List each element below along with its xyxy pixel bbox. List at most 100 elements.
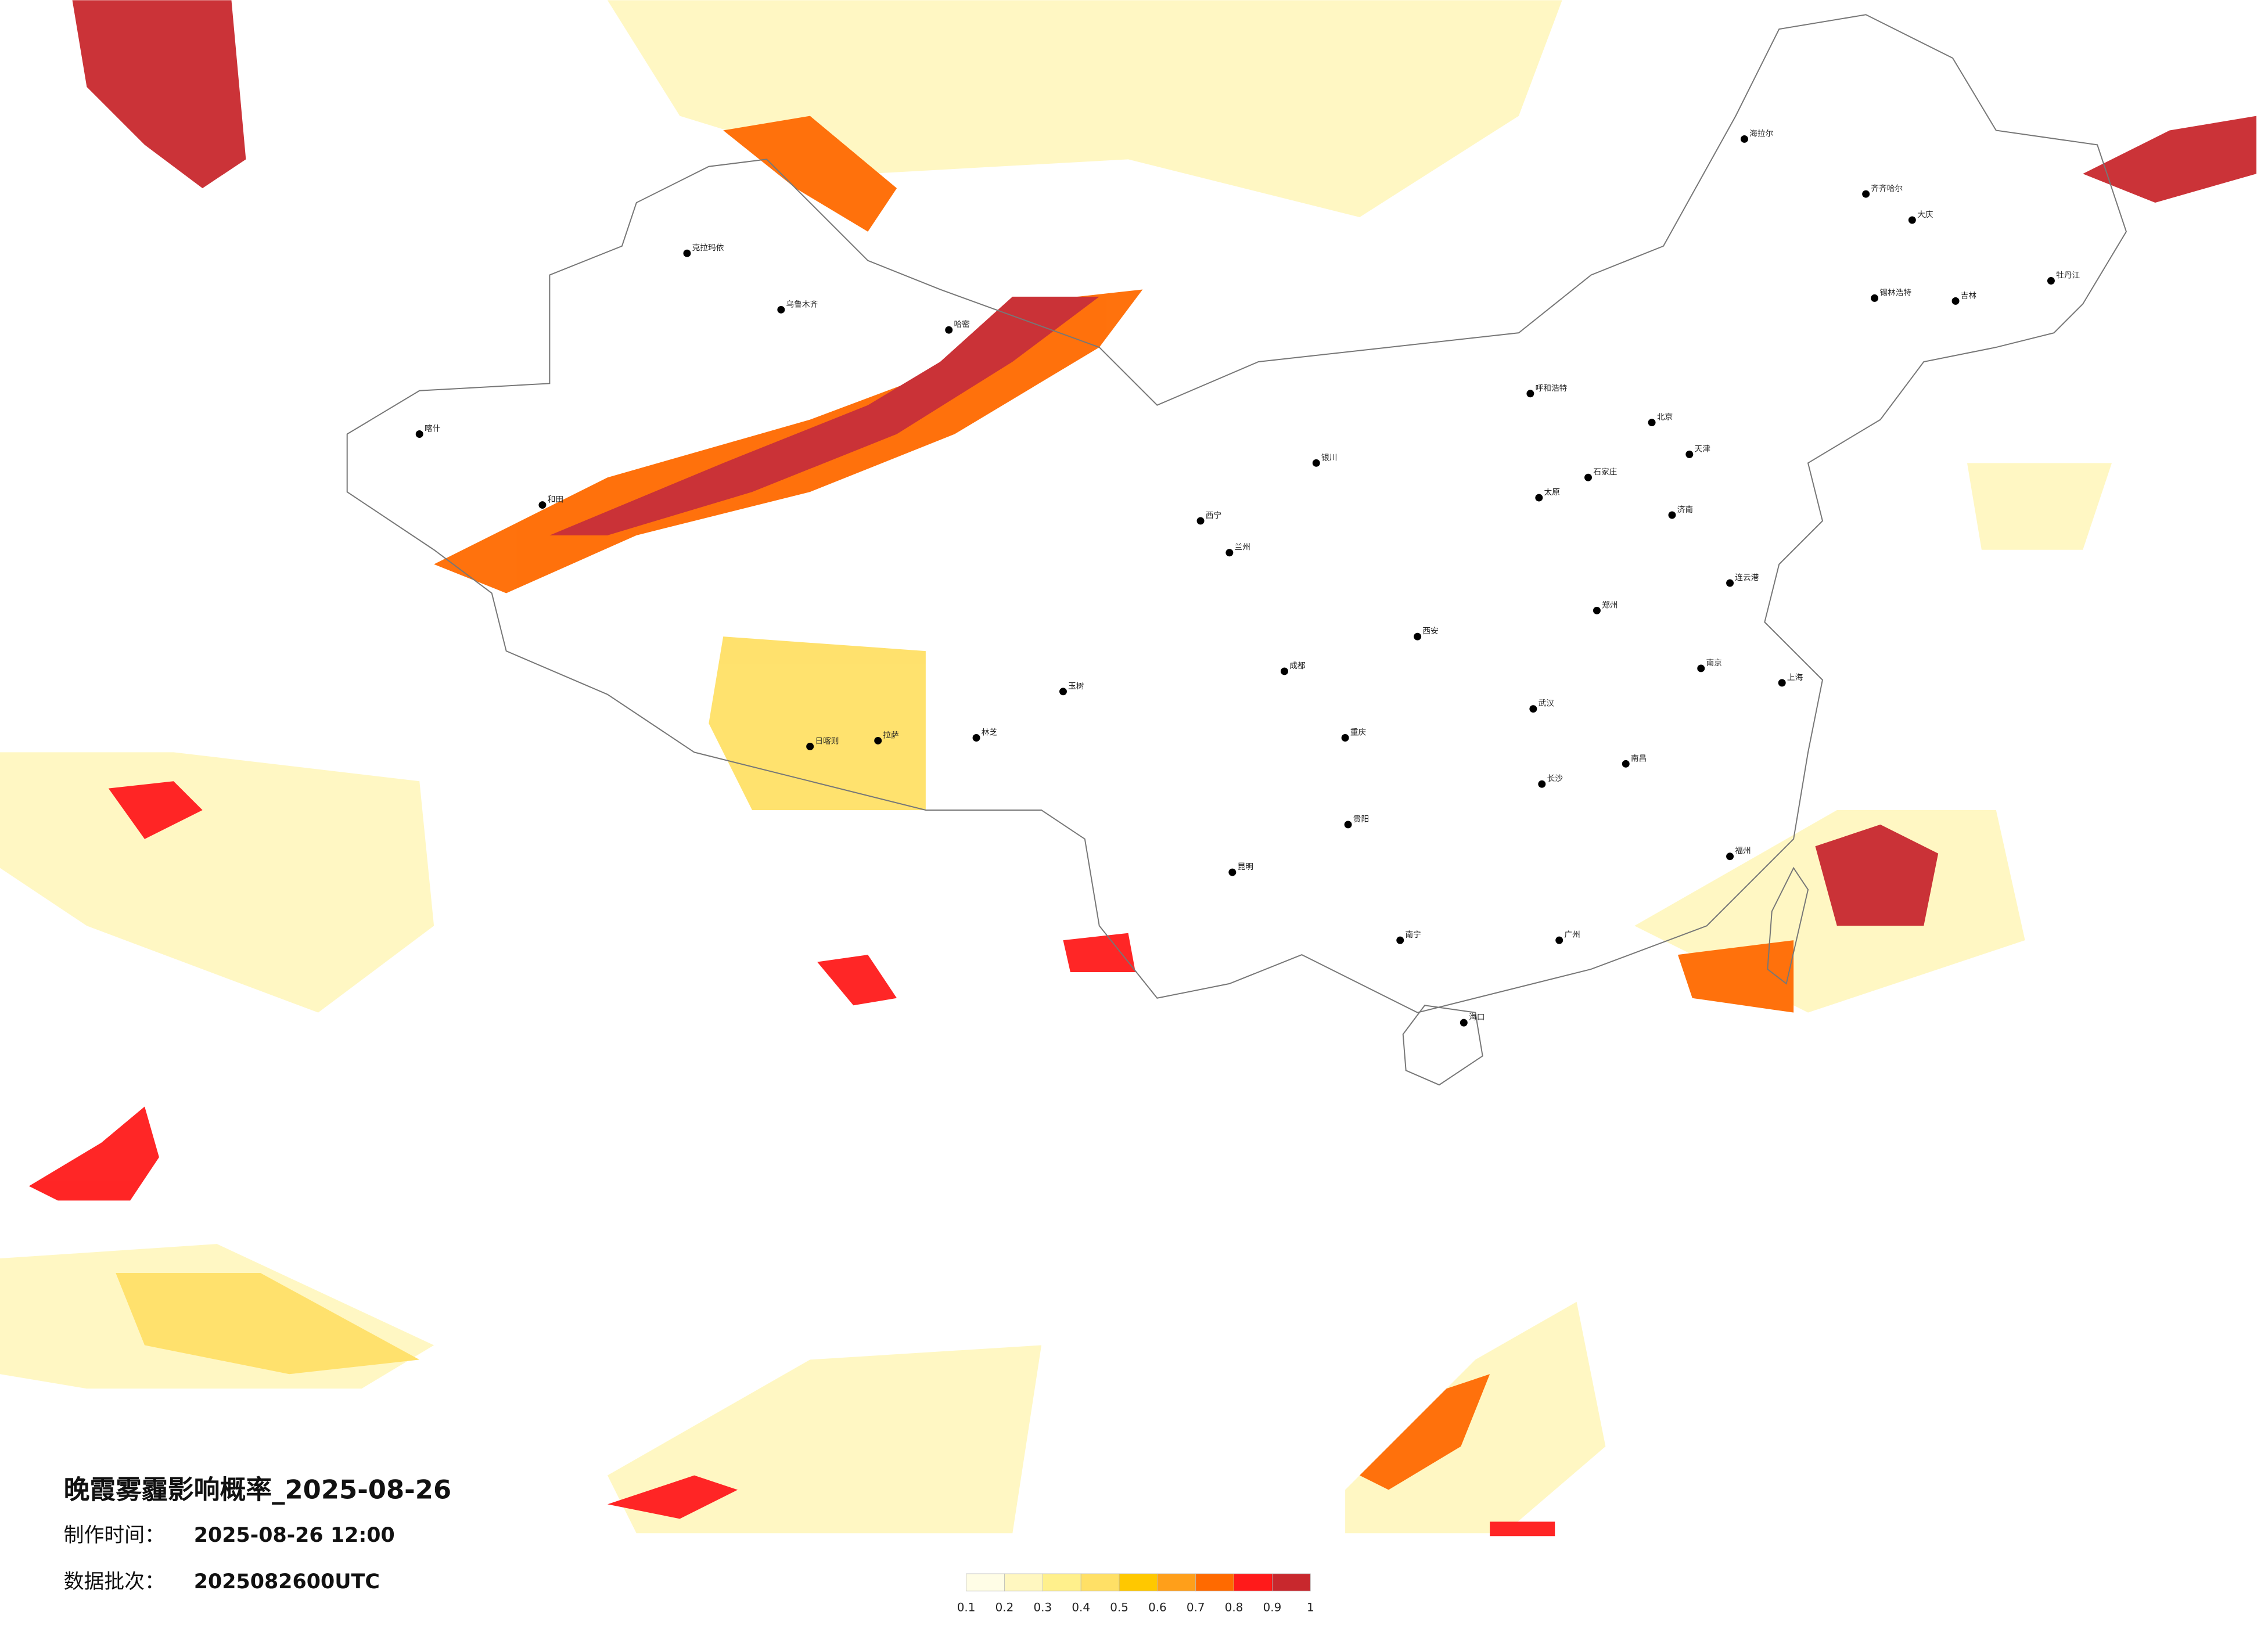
city-label: 吉林 [1961,291,1977,300]
city-dot [1648,419,1656,427]
city-label: 齐齐哈尔 [1871,184,1903,193]
city-dot [415,430,423,438]
city-label: 银川 [1321,453,1337,462]
legend-tick-label: 0.3 [1033,1601,1052,1614]
island [1767,866,1809,985]
city-dot [945,326,953,334]
city-label: 锡林浩特 [1879,288,1911,297]
city-label: 大庆 [1917,210,1933,220]
city-dot [1740,135,1748,143]
city-dot [1862,190,1870,198]
city-dot [1908,216,1916,224]
legend-tick-label: 0.2 [995,1601,1014,1614]
legend-tick-label: 1 [1307,1601,1314,1614]
haze-layer [0,0,2257,1537]
legend-tick-label: 0.1 [957,1601,976,1614]
legend: 0.1 0.2 0.3 0.4 0.5 0.6 0.7 0.8 0.9 1 [957,1573,1314,1614]
city-label: 拉萨 [883,731,898,740]
haze-area [1815,824,1939,926]
legend-swatch [1119,1573,1158,1592]
city-dot [2047,277,2055,285]
city-label: 昆明 [1238,862,1253,872]
city-label: 石家庄 [1593,467,1617,477]
city-label: 呼和浩特 [1536,384,1568,393]
city-dot [1697,664,1705,672]
city-dot [1341,734,1349,742]
city-label: 西宁 [1206,510,1221,520]
city-label: 天津 [1695,444,1711,454]
city-label: 牡丹江 [2056,271,2080,280]
haze-area [0,752,434,1013]
city-label: 连云港 [1735,573,1759,582]
city-label: 广州 [1564,930,1580,940]
city-dot [1059,688,1067,696]
city-label: 克拉玛依 [692,243,724,253]
haze-area [1345,1301,1606,1534]
city-dot [1281,667,1288,675]
city-label: 南宁 [1405,930,1421,940]
city-dot [1778,679,1786,687]
city-label: 太原 [1544,488,1560,497]
haze-area [817,955,897,1006]
city-dot [1225,549,1234,557]
city-label: 林芝 [982,728,998,738]
city-dot [1538,780,1546,788]
city-label: 西安 [1422,627,1438,636]
city-label: 福州 [1735,847,1751,856]
city-dot [538,501,547,509]
city-dot [1535,494,1543,502]
city-label: 海口 [1469,1013,1485,1022]
legend-tick-label: 0.8 [1225,1601,1243,1614]
city-dot [1726,852,1734,861]
haze-area [28,1106,159,1201]
city-dot [1584,473,1592,481]
city-label: 济南 [1677,505,1693,515]
legend-tick-label: 0.7 [1187,1601,1205,1614]
city-dot [1396,936,1404,944]
legend-tick-label: 0.4 [1072,1601,1090,1614]
city-dot [1871,294,1879,302]
haze-area [108,781,203,839]
legend-swatch [1004,1573,1043,1592]
city-dot [1344,821,1352,829]
city-label: 南京 [1706,659,1721,668]
city-dot [1593,606,1601,614]
info-label: 制作时间： [64,1524,165,1547]
haze-area [723,116,897,232]
city-label: 郑州 [1602,600,1618,610]
city-dot [1196,517,1205,525]
legend-swatch [1157,1573,1196,1592]
city-dot [1228,868,1237,876]
haze-area [1490,1521,1555,1537]
city-dot [1685,450,1694,458]
city-dot [1312,459,1320,467]
city-label: 贵阳 [1353,815,1369,824]
legend-swatch [1195,1573,1234,1592]
legend-tick-label: 0.6 [1148,1601,1167,1614]
haze-area [1360,1374,1490,1490]
city-dot [1951,297,1960,305]
info-value: 2025082600UTC [194,1570,380,1593]
city-dot [1726,579,1734,587]
country-outline [346,14,2127,1086]
legend-swatch [966,1573,1005,1592]
city-label: 长沙 [1547,774,1563,783]
city-dot [1460,1019,1468,1027]
haze-area [1677,940,1794,1013]
city-dot [1622,760,1630,768]
city-label: 重庆 [1350,728,1367,738]
city-label: 日喀则 [815,736,839,746]
city-dot [972,734,980,742]
city-dot [1526,390,1534,398]
map-title: 晚霞雾霾影响概率_2025-08-26 [64,1474,452,1505]
info-value: 2025-08-26 12:00 [194,1524,395,1547]
border [346,14,2127,1013]
city-dot [1529,705,1537,713]
city-label: 北京 [1657,413,1673,422]
haze-area [549,296,1099,535]
city-label: 和田 [548,495,563,505]
city-dot [1555,936,1563,944]
legend-swatch [1234,1573,1273,1592]
